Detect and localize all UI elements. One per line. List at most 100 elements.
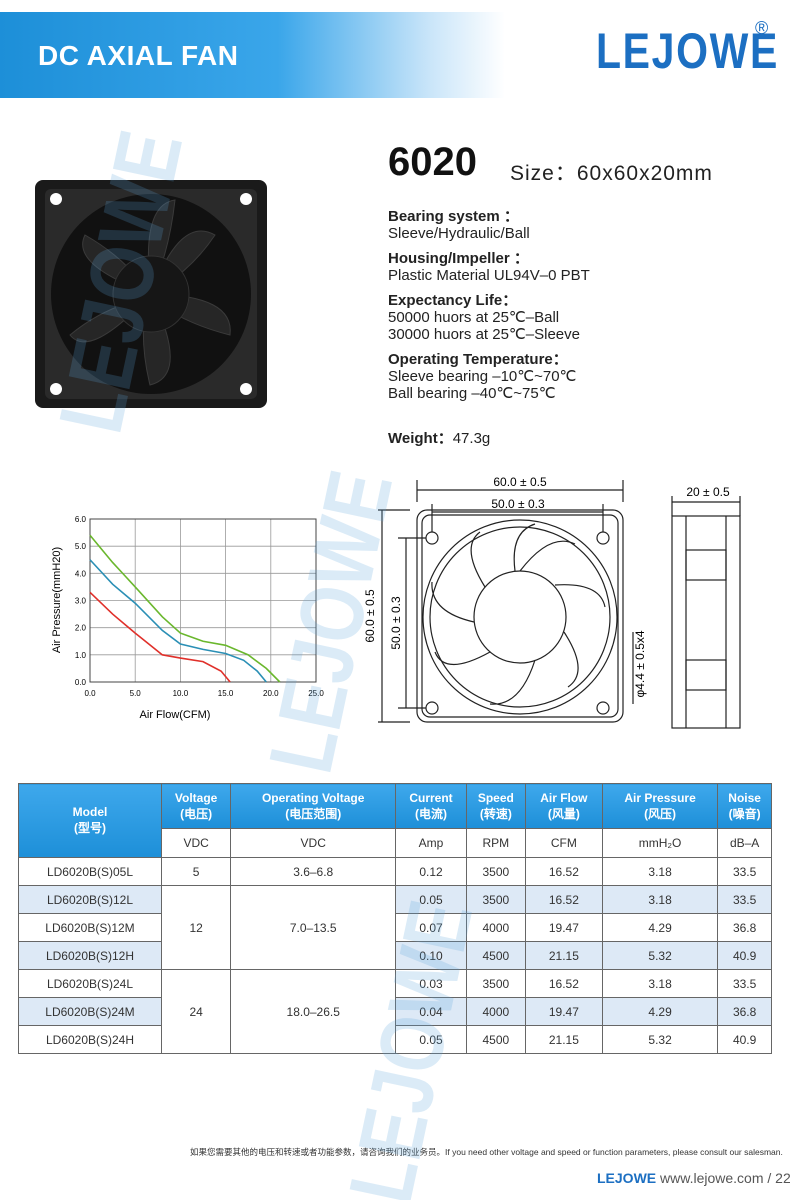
footer-note: 如果您需要其他的电压和转速或者功能参数，请咨询我们的业务员。If you nee… xyxy=(190,1146,783,1158)
page-title: DC AXIAL FAN xyxy=(38,40,239,71)
op-voltage-cell: 18.0–26.5 xyxy=(230,969,397,1054)
spec-group: Operating Temperature： Sleeve bearing –10… xyxy=(388,351,590,402)
spec-table: Model (型号) Voltage (电压) Operating Voltage (电压… xyxy=(18,783,772,1054)
value-cell: 40.9 xyxy=(717,1025,772,1054)
registered-mark: ® xyxy=(755,18,769,38)
header-text: (电压) xyxy=(180,806,213,821)
y-tick-label: 0.0 xyxy=(75,678,87,687)
header-cell: Speed (转速) xyxy=(465,783,526,829)
value-cell: 4500 xyxy=(465,941,526,970)
value-cell: 3500 xyxy=(465,885,526,914)
header-cell: Air Pressure (风压) xyxy=(601,783,719,829)
spec-value: Plastic Material UL94V–0 PBT xyxy=(388,267,590,284)
y-tick-label: 6.0 xyxy=(75,515,87,524)
value-cell: 4.29 xyxy=(601,997,719,1026)
unit-cell: mmH₂O xyxy=(601,828,719,858)
x-tick-label: 25.0 xyxy=(308,689,324,698)
footer-logo: LEJOWE xyxy=(597,1170,657,1186)
header-cell: Current (电流) xyxy=(395,783,467,829)
model-cell: LD6020B(S)05L xyxy=(18,857,162,886)
banner: DC AXIAL FAN xyxy=(0,12,505,98)
y-tick-label: 1.0 xyxy=(75,651,87,660)
unit-cell: VDC xyxy=(160,828,232,858)
header-text: Noise xyxy=(728,790,761,805)
data-row: LD6020B(S)24H 0.05 4500 21.15 5.32 40.9 xyxy=(18,1025,772,1054)
model-number: 6020 xyxy=(388,140,477,184)
value-cell: 33.5 xyxy=(717,969,772,998)
unit-row: VDC VDC Amp RPM CFM mmH₂O dB–A xyxy=(19,828,772,858)
x-tick-label: 5.0 xyxy=(130,689,142,698)
unit-cell: RPM xyxy=(465,828,526,858)
value-cell: 5.32 xyxy=(601,941,719,970)
model-cell: LD6020B(S)24M xyxy=(18,997,162,1026)
value-cell: 19.47 xyxy=(524,913,603,942)
y-tick-label: 5.0 xyxy=(75,542,87,551)
model-cell: LD6020B(S)12L xyxy=(18,885,162,914)
value-cell: 0.05 xyxy=(395,885,467,914)
data-row: LD6020B(S)24M 0.04 4000 19.47 4.29 36.8 xyxy=(18,997,772,1026)
header-text: (电流) xyxy=(415,806,447,821)
header-text: Operating Voltage xyxy=(261,790,365,805)
header-text: Air Flow xyxy=(540,790,588,805)
dim-width: 60.0 ± 0.5 xyxy=(493,475,547,489)
value-cell: 16.52 xyxy=(524,885,603,914)
unit-cell: VDC xyxy=(230,828,397,858)
value-cell: 16.52 xyxy=(524,857,603,886)
header-row: Model (型号) Voltage (电压) Operating Voltage (电压… xyxy=(18,783,772,858)
logo: LEJOWE xyxy=(596,23,779,79)
value-cell: 4000 xyxy=(465,913,526,942)
dimension-drawing: 60.0 ± 0.5 50.0 ± 0.3 60.0 ± 0.5 50.0 ± … xyxy=(363,475,741,729)
data-row: LD6020B(S)24L 24 18.0–26.5 0.03 3500 16.52 3.1… xyxy=(18,969,772,1054)
voltage-cell: 12 xyxy=(160,885,232,970)
value-cell: 0.03 xyxy=(395,969,467,998)
data-row: LD6020B(S)12L 12 7.0–13.5 0.05 3500 16.52 3.18… xyxy=(18,885,772,970)
value-cell: 0.10 xyxy=(395,941,467,970)
spec-label: Housing/Impeller ： xyxy=(388,250,529,267)
value-cell: 0.12 xyxy=(395,857,467,886)
value-cell: 3500 xyxy=(465,857,526,886)
specs: Bearing system ： Sleeve/Hydraulic/Ball Hou… xyxy=(388,208,590,410)
model-cell: LD6020B(S)12H xyxy=(18,941,162,970)
value-cell: 36.8 xyxy=(717,913,772,942)
op-voltage-cell: 3.6–6.8 xyxy=(230,857,397,886)
plot-frame xyxy=(89,518,317,683)
weight-value: 47.3g xyxy=(452,430,491,447)
pq-chart: 0.0 1.0 2.0 3.0 4.0 5.0 6.0 0.0 5.0 10.0 15.0 20.0 2… xyxy=(51,515,324,721)
x-tick-label: 15.0 xyxy=(218,689,234,698)
spec-value: Ball bearing –40℃~75℃ xyxy=(388,385,556,402)
dim-hole-span-v: 50.0 ± 0.3 xyxy=(389,596,403,650)
value-cell: 4.29 xyxy=(601,913,719,942)
value-cell: 3.18 xyxy=(601,969,719,998)
spec-label: Operating Temperature： xyxy=(388,351,568,368)
value-cell: 21.15 xyxy=(524,941,603,970)
header-text: Voltage xyxy=(174,790,218,805)
size-label: Size： xyxy=(510,162,577,185)
spec-value: Sleeve/Hydraulic/Ball xyxy=(388,225,530,242)
value-cell: 3.18 xyxy=(601,885,719,914)
header-cell: Voltage (电压) xyxy=(160,783,232,829)
size-value: 60x60x20mm xyxy=(576,162,713,185)
header-text: (噪音) xyxy=(728,806,761,821)
y-tick-label: 3.0 xyxy=(75,597,87,606)
unit-cell: dB–A xyxy=(717,828,772,858)
spec-label: Expectancy Life： xyxy=(388,292,518,309)
value-cell: 33.5 xyxy=(717,885,772,914)
dim-height: 60.0 ± 0.5 xyxy=(363,589,377,643)
header-cell: Air Flow (风量) xyxy=(524,783,603,829)
value-cell: 0.04 xyxy=(395,997,467,1026)
spec-value: 30000 huors at 25℃–Sleeve xyxy=(388,326,580,343)
model-cell: LD6020B(S)24L xyxy=(18,969,162,998)
x-tick-label: 0.0 xyxy=(84,689,96,698)
dim-hole-span: 50.0 ± 0.3 xyxy=(491,497,545,511)
spec-label: Bearing system ： xyxy=(388,208,519,225)
size: Size：60x60x20mm xyxy=(510,157,713,187)
header-cell: Noise (噪音) xyxy=(717,783,772,829)
value-cell: 4000 xyxy=(465,997,526,1026)
y-tick-label: 2.0 xyxy=(75,624,87,633)
y-tick-label: 4.0 xyxy=(75,569,87,578)
unit-cell: Amp xyxy=(395,828,467,858)
y-axis-label: Air Pressure(mmH20) xyxy=(51,547,63,653)
spec-group: Bearing system ： Sleeve/Hydraulic/Ball xyxy=(388,208,590,242)
dim-depth: 20 ± 0.5 xyxy=(686,485,730,499)
model-cell: LD6020B(S)12M xyxy=(18,913,162,942)
